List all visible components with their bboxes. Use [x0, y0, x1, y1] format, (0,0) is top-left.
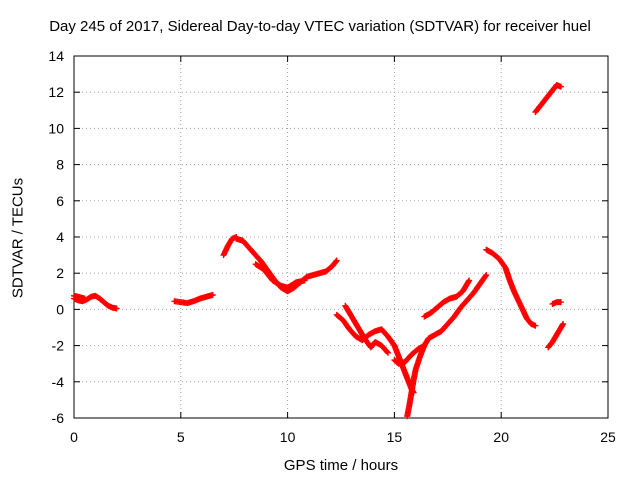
data-series: [171, 291, 216, 307]
data-point: [558, 83, 565, 90]
data-series: [545, 320, 567, 351]
data-series: [549, 299, 565, 307]
data-series: [71, 292, 88, 302]
data-point: [113, 305, 120, 312]
data-point: [384, 348, 391, 355]
data-point: [532, 322, 539, 329]
grid-lines: [74, 56, 608, 418]
axis-ticks: 0 5 10 15 20 25 -6 -4 -2 0 2 4 6 8 10 12 14: [48, 48, 616, 445]
y-tick-label: 0: [56, 301, 64, 317]
data-series: [532, 81, 565, 116]
data-point: [483, 272, 490, 279]
y-tick-label: -2: [52, 338, 65, 354]
y-tick-label: 14: [48, 48, 64, 64]
y-tick-label: 2: [56, 265, 64, 281]
data-point: [301, 277, 308, 284]
x-tick-label: 15: [387, 429, 403, 445]
y-tick-label: 4: [56, 229, 64, 245]
chart-title: Day 245 of 2017, Sidereal Day-to-day VTE…: [49, 18, 591, 35]
y-tick-label: -4: [52, 374, 65, 390]
data-series: [421, 277, 473, 320]
x-tick-label: 0: [70, 429, 78, 445]
data-point: [333, 257, 340, 264]
data-marks: [71, 81, 567, 420]
y-tick-label: 12: [48, 84, 64, 100]
data-point: [482, 273, 489, 280]
x-tick-label: 10: [280, 429, 296, 445]
data-point: [560, 320, 567, 327]
x-tick-label: 20: [493, 429, 509, 445]
data-series: [404, 272, 490, 420]
data-series: [483, 246, 539, 329]
x-tick-label: 5: [177, 429, 185, 445]
y-tick-label: 10: [48, 120, 64, 136]
data-point: [558, 299, 565, 306]
data-point: [333, 258, 340, 265]
data-point: [209, 291, 216, 298]
data-point: [81, 295, 88, 302]
y-tick-label: -6: [52, 410, 65, 426]
y-tick-label: 6: [56, 193, 64, 209]
data-point: [466, 277, 473, 284]
data-series: [252, 261, 308, 291]
x-axis-label: GPS time / hours: [283, 457, 399, 474]
data-series: [342, 302, 391, 356]
x-tick-label: 25: [600, 429, 616, 445]
data-series: [333, 311, 417, 396]
data-point: [384, 349, 391, 356]
y-tick-label: 8: [56, 157, 64, 173]
